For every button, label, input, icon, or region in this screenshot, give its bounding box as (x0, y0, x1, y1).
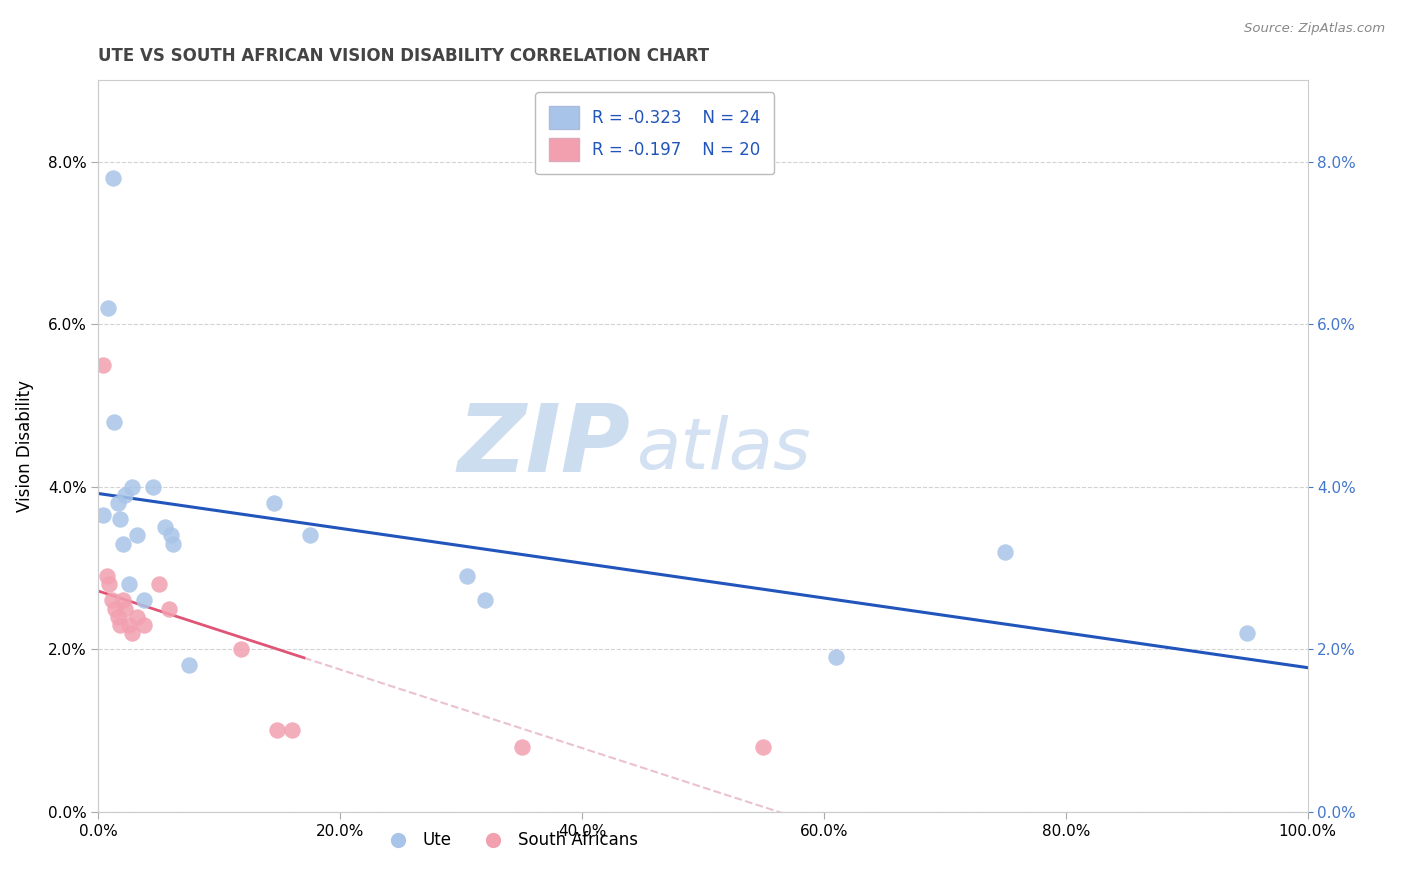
Legend: Ute, South Africans: Ute, South Africans (374, 825, 645, 856)
Point (157, 601, 180, 615)
Point (281, 723, 304, 738)
Point (118, 577, 141, 591)
Point (474, 593, 496, 607)
Point (108, 512, 131, 526)
Y-axis label: Vision Disability: Vision Disability (15, 380, 34, 512)
Point (114, 601, 136, 615)
Point (160, 528, 183, 542)
Point (229, 642, 252, 657)
Point (825, 650, 848, 665)
Point (101, 170, 124, 185)
Point (111, 593, 134, 607)
Text: UTE VS SOUTH AFRICAN VISION DISABILITY CORRELATION CHART: UTE VS SOUTH AFRICAN VISION DISABILITY C… (98, 47, 710, 65)
Point (91, 508, 114, 522)
Point (752, 739, 775, 754)
Point (456, 569, 478, 583)
Point (107, 496, 129, 510)
Text: ZIP: ZIP (457, 400, 630, 492)
Point (96, 569, 118, 583)
Text: Source: ZipAtlas.com: Source: ZipAtlas.com (1244, 22, 1385, 36)
Point (994, 544, 1017, 558)
Point (100, 593, 122, 607)
Point (1236, 626, 1258, 640)
Point (111, 536, 134, 550)
Point (134, 617, 156, 632)
Point (91, 358, 114, 372)
Point (127, 528, 149, 542)
Point (134, 593, 156, 607)
Point (118, 617, 141, 632)
Point (148, 577, 170, 591)
Text: atlas: atlas (637, 415, 811, 484)
Point (103, 415, 125, 429)
Point (121, 626, 143, 640)
Point (108, 617, 131, 632)
Point (104, 601, 127, 615)
Point (127, 609, 149, 624)
Point (107, 609, 129, 624)
Point (266, 723, 288, 738)
Point (510, 739, 533, 754)
Point (153, 520, 176, 534)
Point (98, 577, 121, 591)
Point (263, 496, 285, 510)
Point (121, 480, 143, 494)
Point (142, 480, 165, 494)
Point (162, 536, 184, 550)
Point (299, 528, 322, 542)
Point (179, 658, 201, 673)
Point (114, 488, 136, 502)
Point (97, 301, 120, 315)
